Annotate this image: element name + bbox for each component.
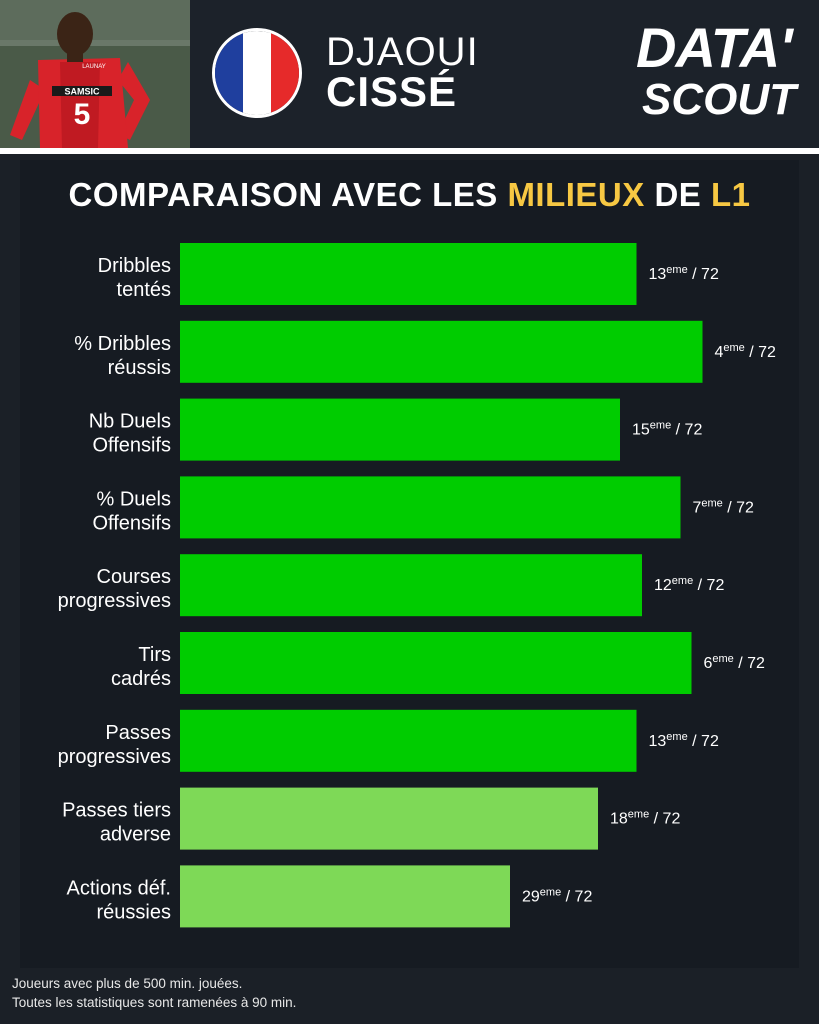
player-first-name: DJAOUI [326, 30, 479, 74]
bar-5 [180, 632, 692, 694]
rank-label-6: 13eme / 72 [649, 731, 719, 750]
rank-label-1: 4eme / 72 [715, 342, 777, 361]
chart-title: COMPARAISON AVEC LES MILIEUX DE L1 [0, 176, 819, 214]
category-label-6-1: progressives [58, 746, 171, 768]
category-label-6-0: Passes [105, 722, 171, 744]
france-flag-icon [212, 28, 302, 118]
category-label-7-1: adverse [100, 824, 171, 846]
logo-line1: DATA' [636, 16, 793, 79]
category-label-0-1: tentés [117, 279, 171, 301]
category-label-4-1: progressives [58, 590, 171, 612]
jersey-sponsor-text: SAMSIC [64, 87, 100, 97]
player-last-name: CISSÉ [326, 68, 458, 115]
category-label-5-1: cadrés [111, 668, 171, 690]
bar-3 [180, 476, 681, 539]
bar-4 [180, 554, 642, 617]
category-label-1-1: réussis [108, 357, 171, 379]
title-part1: COMPARAISON AVEC LES [68, 176, 508, 213]
footer-line2: Toutes les statistiques sont ramenées à … [12, 995, 297, 1010]
bar-8 [180, 865, 510, 928]
rank-label-7: 18eme / 72 [610, 809, 680, 828]
header-divider [0, 148, 819, 154]
jersey-number: 5 [74, 98, 91, 131]
bar-6 [180, 709, 637, 772]
player-photo: SAMSIC 5 LAUNAY [0, 0, 190, 148]
footer-line1: Joueurs avec plus de 500 min. jouées. [12, 976, 243, 991]
rank-label-4: 12eme / 72 [654, 575, 724, 594]
category-label-8-0: Actions déf. [66, 877, 171, 899]
bar-2 [180, 398, 620, 461]
category-label-3-1: Offensifs [92, 512, 171, 534]
title-league: L1 [710, 176, 751, 213]
data-scout-logo: DATA' SCOUT [636, 18, 806, 128]
rank-label-2: 15eme / 72 [632, 420, 702, 439]
flag-stripe-white [243, 31, 271, 115]
category-label-2-0: Nb Duels [89, 411, 171, 433]
category-label-3-0: % Duels [97, 488, 171, 510]
bar-7 [180, 787, 598, 850]
rank-label-0: 13eme / 72 [649, 264, 719, 283]
rank-label-5: 6eme / 72 [704, 653, 766, 672]
bar-1 [180, 320, 703, 383]
header: SAMSIC 5 LAUNAY DJAOUI CISSÉ DATA' SCOUT [0, 0, 819, 148]
category-label-1-0: % Dribbles [74, 333, 171, 355]
logo-line2: SCOUT [642, 75, 796, 124]
rank-label-3: 7eme / 72 [693, 497, 755, 516]
title-part2: DE [644, 176, 711, 213]
category-label-5-0: Tirs [138, 644, 171, 666]
category-label-4-0: Courses [97, 566, 171, 588]
category-label-8-1: réussies [97, 901, 171, 923]
category-label-7-0: Passes tiers [62, 800, 171, 822]
title-highlight: MILIEUX [507, 176, 645, 213]
category-label-2-1: Offensifs [92, 435, 171, 457]
jersey-launay-text: LAUNAY [82, 64, 106, 70]
bar-0 [180, 243, 637, 305]
footer-notes: Joueurs avec plus de 500 min. jouées. To… [12, 974, 296, 1012]
rank-label-8: 29eme / 72 [522, 886, 592, 905]
category-label-0-0: Dribbles [98, 255, 171, 277]
